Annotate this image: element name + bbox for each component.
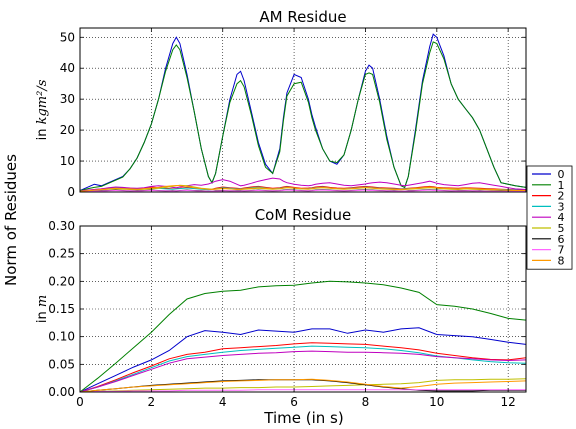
y-tick-label: 0.20: [48, 274, 75, 288]
legend-label-0: 0: [558, 168, 565, 181]
legend-label-2: 2: [558, 190, 565, 203]
series-line-4: [80, 177, 526, 192]
panel-1: 0 2 4 6 8 10 12 0.00 0.05 0.10 0.15 0.20 0.25 0.30 CoM…: [35, 206, 527, 409]
grid: [79, 225, 526, 393]
legend-label-7: 7: [558, 244, 565, 257]
legend-label-8: 8: [558, 254, 565, 267]
legend-label-5: 5: [558, 222, 565, 235]
y-tick-label: 0.10: [48, 330, 75, 344]
chart-title: AM Residue: [259, 8, 346, 26]
series-line-7: [80, 389, 526, 392]
x-tick-label: 10: [429, 395, 444, 409]
y-tick-label: 30: [60, 92, 75, 106]
series-line-8: [80, 184, 526, 192]
series-group: [80, 280, 526, 392]
y-tick-label: 10: [60, 154, 75, 168]
y-tick-label: 0.30: [48, 219, 75, 233]
legend-label-6: 6: [558, 233, 565, 246]
y-tick-label: 0.05: [48, 357, 75, 371]
series-line-0: [80, 33, 526, 191]
legend-label-3: 3: [558, 200, 565, 213]
series-line-2: [80, 342, 526, 392]
chart-title: CoM Residue: [255, 206, 352, 224]
y-tick-label: 0: [67, 185, 75, 199]
y-tick-label: 40: [60, 61, 75, 75]
plot-frame: [79, 27, 527, 193]
y-tick-label: 0.25: [48, 247, 75, 261]
y-tick-label: 50: [60, 30, 75, 44]
panel-0: 0 10 20 30 40 50 AM Residue in kgm²/s: [35, 8, 527, 199]
x-tick-label: 2: [148, 395, 156, 409]
series-line-1: [80, 280, 526, 392]
shared-ylabel: Norm of Residues: [2, 154, 20, 286]
x-tick-label: 4: [219, 395, 227, 409]
legend-label-4: 4: [558, 211, 565, 224]
x-tick-label: 12: [501, 395, 516, 409]
legend-label-1: 1: [558, 179, 565, 192]
series-line-0: [80, 327, 526, 392]
series-line-3: [80, 345, 526, 392]
series-line-5: [80, 378, 526, 392]
y-tick-label: 20: [60, 123, 75, 137]
series-line-7: [80, 189, 526, 192]
grid: [79, 28, 526, 193]
series-line-1: [80, 41, 526, 192]
y-axis-label: in m: [35, 295, 50, 323]
x-axis-label: Time (in s): [263, 409, 343, 427]
y-axis-label: in kgm²/s: [35, 79, 50, 140]
y-tick-label: 0.15: [48, 302, 75, 316]
x-tick-label: 8: [362, 395, 370, 409]
series-group: [80, 33, 526, 192]
series-line-4: [80, 350, 526, 392]
series-line-8: [80, 378, 526, 392]
x-tick-label: 6: [290, 395, 298, 409]
x-tick-label: 0: [76, 395, 84, 409]
y-tick-label: 0.00: [48, 385, 75, 399]
